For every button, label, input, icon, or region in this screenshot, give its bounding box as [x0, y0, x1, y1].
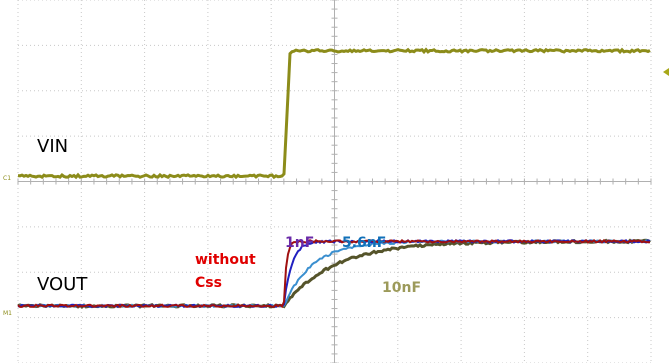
without-label: without — [195, 252, 256, 268]
vout-label: VOUT — [37, 274, 88, 295]
5-6nf-label: 5.6nF — [342, 235, 386, 251]
css-label: Css — [195, 275, 222, 291]
1nf-label: 1nF — [285, 235, 314, 251]
math-marker: M1 — [3, 310, 12, 317]
vin-label: VIN — [37, 136, 68, 157]
channel-1-marker: C1 — [3, 175, 11, 182]
10nf-label: 10nF — [382, 280, 421, 296]
